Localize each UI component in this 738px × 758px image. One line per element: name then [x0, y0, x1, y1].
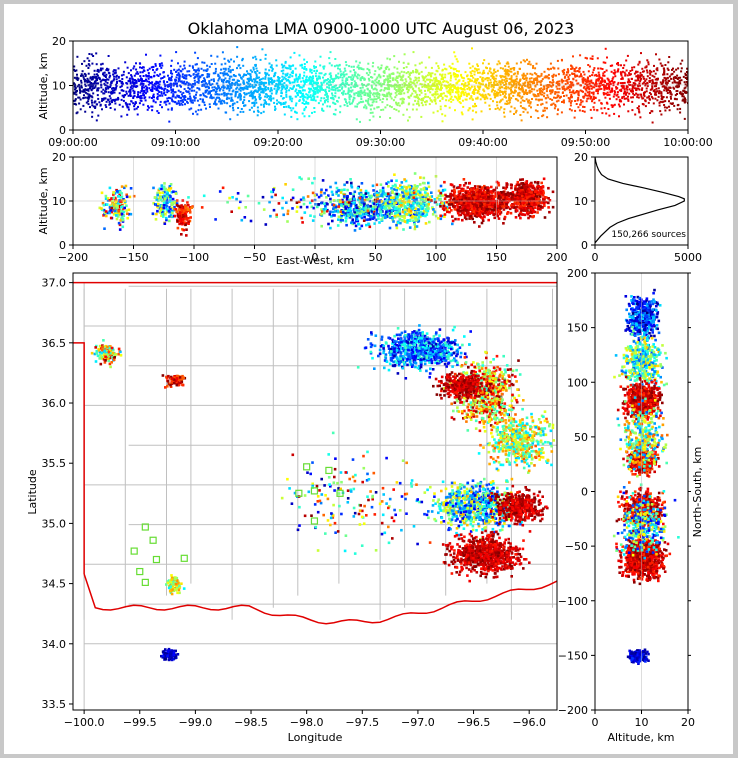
east-west-panel: −200 −150 −100 −50 0 50 100 150 200 0 10 20: [52, 151, 568, 264]
p2-xtick-8: 200: [547, 251, 568, 264]
p2-ytick-1: 10: [52, 195, 66, 208]
lma-station-1: [325, 466, 333, 475]
lma-station-7: [149, 536, 157, 544]
p1-xtick-2: 09:20:00: [253, 136, 302, 149]
p4-ytick-3: 35.0: [42, 517, 67, 530]
lma-station-11: [141, 578, 149, 586]
p2-xtick-1: −150: [118, 251, 148, 264]
p3-xtick-1: 5000: [674, 251, 702, 264]
p5-ytick-left-6: 100: [567, 376, 588, 389]
p2-xtick-6: 100: [426, 251, 447, 264]
lma-figure: Oklahoma LMA 0900-1000 UTC August 06, 20…: [26, 19, 713, 744]
lma-station-4: [336, 489, 344, 497]
plan-view-panel: −100.0 −99.5 −99.0 −98.5 −98.0 −97.5 −97.0 −96.…: [42, 272, 558, 729]
p4-ytick-0: 33.5: [42, 698, 67, 711]
north-south-panel: 0 10 20 −200 −150 −100 −50 0 50 100 150 200: [558, 267, 695, 729]
lma-station-9: [152, 555, 161, 564]
p4-xtick-7: −96.5: [457, 716, 491, 729]
lma-station-0: [303, 463, 311, 471]
p4-ytick-4: 35.5: [42, 457, 67, 470]
p1-xtick-0: 09:00:00: [48, 136, 97, 149]
p1-xtick-4: 09:40:00: [458, 136, 507, 149]
p2-xtick-7: 150: [486, 251, 507, 264]
time-height-sources: [73, 46, 688, 124]
lma-station-12: [180, 554, 188, 562]
p1-xtick-6: 10:00:00: [663, 136, 712, 149]
p4-ylabel: Latitude: [26, 469, 39, 515]
p4-xtick-5: −97.5: [345, 716, 379, 729]
p1-ytick-1: 10: [52, 80, 66, 93]
altitude-profile-line: [594, 156, 685, 244]
p4-xtick-4: −98.0: [290, 716, 324, 729]
p1-ytick-0: 0: [59, 124, 66, 137]
altitude-histogram-panel: 0 5000 0 10 20 150,266 sources: [574, 151, 702, 264]
p4-xtick-1: −99.5: [123, 716, 157, 729]
p5-xtick-0: 0: [592, 716, 599, 729]
time-height-panel: 09:00:00 09:10:00 09:20:00 09:30:00 09:40:00…: [48, 35, 712, 149]
lma-station-10: [136, 567, 144, 576]
east-west-sources: [98, 172, 555, 237]
p1-ytick-2: 20: [52, 35, 66, 48]
p5-ytick-left-2: −100: [558, 595, 588, 608]
p4-axes: [72, 272, 558, 711]
p5-xtick-1: 10: [635, 716, 649, 729]
p5-ylabel: North-South, km: [691, 447, 704, 538]
p4-ytick-1: 34.0: [42, 638, 67, 651]
p3-ytick-0: 0: [581, 239, 588, 252]
p5-ytick-left-5: 50: [574, 431, 588, 444]
county-boundaries: [73, 281, 557, 710]
p4-ytick-5: 36.0: [42, 397, 67, 410]
p1-ylabel: Altitude, km: [37, 52, 50, 119]
p1-xtick-1: 09:10:00: [151, 136, 200, 149]
p4-xtick-6: −97.0: [401, 716, 435, 729]
p4-xlabel: Longitude: [288, 731, 343, 744]
lma-station-5: [310, 517, 319, 525]
p2-xtick-2: −100: [179, 251, 209, 264]
p4-xtick-2: −99.0: [179, 716, 213, 729]
p4-xtick-3: −98.5: [234, 716, 268, 729]
p1-xtick-3: 09:30:00: [356, 136, 405, 149]
p5-ytick-left-1: −150: [558, 649, 588, 662]
p2-xtick-4: 0: [312, 251, 319, 264]
state-border-west: [73, 342, 85, 574]
source-count-annotation: 150,266 sources: [611, 230, 686, 240]
lma-station-8: [130, 547, 138, 555]
p3-ytick-2: 20: [574, 151, 588, 164]
p2-xtick-0: −200: [58, 251, 88, 264]
lma-station-2: [295, 489, 303, 497]
figure-title: Oklahoma LMA 0900-1000 UTC August 06, 20…: [188, 19, 575, 38]
p5-ytick-left-4: 0: [581, 486, 588, 499]
p2-xlabel: East-West, km: [276, 254, 354, 267]
p3-ytick-1: 10: [574, 195, 588, 208]
p5-ytick-left-3: −50: [565, 540, 588, 553]
p4-xtick-8: −96.0: [512, 716, 546, 729]
p5-xlabel: Altitude, km: [607, 731, 674, 744]
p4-ytick-2: 34.5: [42, 578, 67, 591]
state-border-red-river: [83, 573, 557, 625]
p5-ytick-left-0: −200: [558, 704, 588, 717]
p2-ylabel: Altitude, km: [37, 167, 50, 234]
figure-frame: Oklahoma LMA 0900-1000 UTC August 06, 20…: [4, 4, 733, 754]
p3-xtick-0: 0: [592, 251, 599, 264]
p2-xtick-3: −50: [243, 251, 266, 264]
p4-ytick-6: 36.5: [42, 337, 67, 350]
north-south-sources: [612, 288, 680, 665]
lma-station-3: [310, 487, 319, 495]
p2-ytick-2: 20: [52, 151, 66, 164]
p4-ytick-7: 37.0: [42, 277, 67, 290]
p2-ytick-0: 0: [59, 239, 66, 252]
p5-ytick-left-7: 150: [567, 322, 588, 335]
p5-xtick-2: 20: [681, 716, 695, 729]
p4-xtick-0: −100.0: [64, 716, 105, 729]
plan-view-sources: [90, 324, 555, 662]
lma-station-6: [141, 523, 149, 531]
p5-ytick-left-8: 200: [567, 267, 588, 280]
p1-xtick-5: 09:50:00: [561, 136, 610, 149]
p2-xtick-5: 50: [369, 251, 383, 264]
